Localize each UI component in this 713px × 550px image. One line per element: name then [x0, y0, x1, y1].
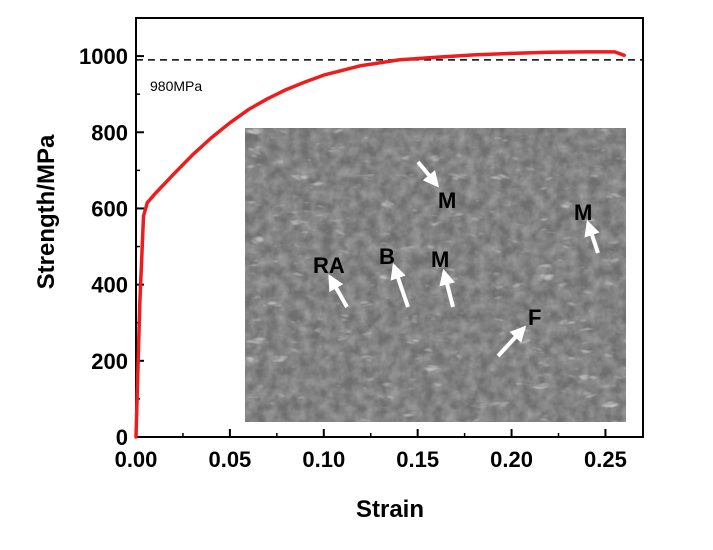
phase-label-f: F	[528, 305, 541, 330]
plot-frame	[135, 17, 644, 438]
inset-labels: M M RA B M F	[313, 188, 592, 330]
phase-label-b: B	[379, 244, 395, 269]
x-axis-title: Strain	[356, 496, 424, 523]
axis-tick-labels: 0.00 0.05 0.10 0.15 0.20 0.25 0 200 400 600 800 100…	[79, 44, 627, 472]
series-strength-curve	[134, 50, 626, 439]
reference-line-label: 980MPa	[150, 78, 202, 94]
x-tick-label-0: 0.00	[115, 447, 158, 472]
phase-label-m3: M	[431, 247, 449, 272]
y-tick-label-2: 400	[91, 273, 128, 298]
y-tick-label-4: 800	[91, 120, 128, 145]
x-tick-label-2: 0.10	[302, 447, 345, 472]
inset-arrows	[328, 160, 600, 358]
phase-label-ra: RA	[313, 253, 345, 278]
x-tick-label-5: 0.25	[584, 447, 627, 472]
y-tick-label-5: 1000	[79, 44, 128, 69]
x-tick-label-1: 0.05	[208, 447, 251, 472]
phase-label-m1: M	[438, 188, 456, 213]
y-axis-title: Strength/MPa	[33, 134, 60, 289]
y-tick-label-3: 600	[91, 196, 128, 221]
x-tick-label-3: 0.15	[396, 447, 439, 472]
sem-micrograph-inset: M M RA B M F	[245, 128, 626, 422]
y-tick-label-1: 200	[91, 349, 128, 374]
x-tick-label-4: 0.20	[490, 447, 533, 472]
phase-label-m2: M	[574, 200, 592, 225]
y-tick-label-0: 0	[116, 425, 128, 450]
